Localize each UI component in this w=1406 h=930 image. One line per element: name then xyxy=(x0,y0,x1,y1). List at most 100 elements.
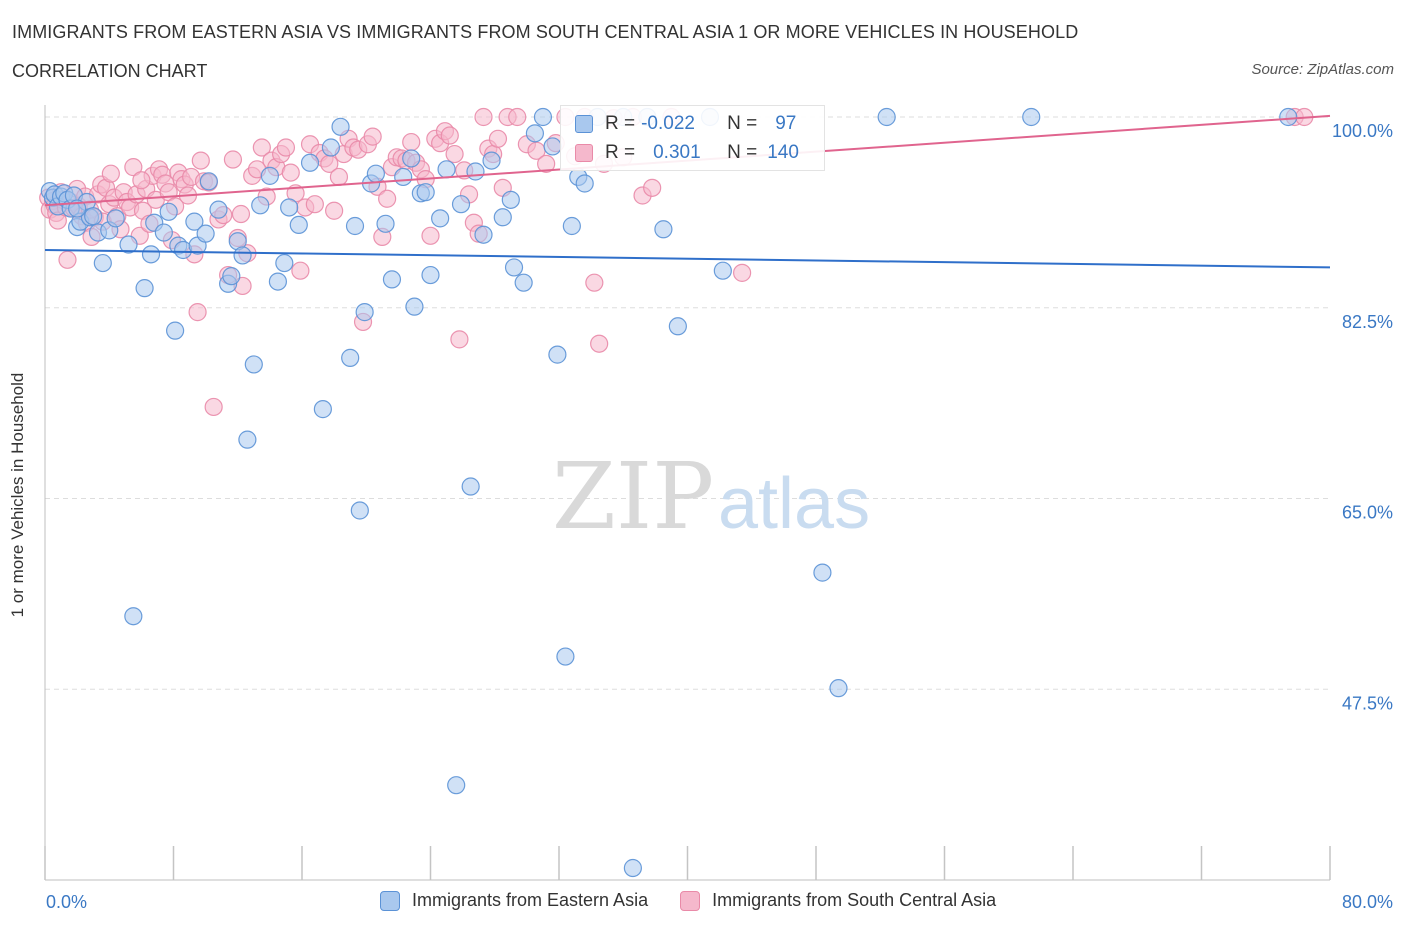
legend-item-eastern-asia[interactable]: Immigrants from Eastern Asia xyxy=(380,890,648,911)
blue-point xyxy=(402,149,421,168)
pink-point xyxy=(58,250,77,269)
blue-point xyxy=(447,776,466,795)
blue-point xyxy=(260,166,279,185)
blue-point xyxy=(556,647,575,666)
blue-point xyxy=(829,679,848,698)
pink-point xyxy=(508,107,527,127)
blue-point xyxy=(124,607,143,626)
pink-point xyxy=(305,195,324,214)
blue-point xyxy=(209,200,228,219)
blue-point xyxy=(185,212,204,231)
blue-point xyxy=(575,174,594,193)
blue-point xyxy=(366,164,385,183)
blue-point xyxy=(382,270,402,289)
watermark-atlas: atlas xyxy=(718,464,870,544)
pink-point xyxy=(733,263,752,282)
blue-point xyxy=(394,167,413,187)
blue-point xyxy=(321,138,341,157)
y-tick-label-1: 82.5% xyxy=(1342,312,1393,332)
blue-point xyxy=(275,253,294,273)
blue-point xyxy=(668,317,687,336)
blue-point xyxy=(461,477,480,496)
blue-point xyxy=(159,202,178,221)
legend-item-south-central-asia[interactable]: Immigrants from South Central Asia xyxy=(680,890,996,911)
blue-point xyxy=(341,348,360,367)
source-label: Source: ZipAtlas.com xyxy=(1251,61,1394,78)
blue-point xyxy=(300,153,320,172)
blue-point xyxy=(355,303,374,322)
stats-n-label: N = xyxy=(727,113,758,134)
stats-row-blue: R = -0.022 N = 97 xyxy=(575,111,796,137)
blue-point xyxy=(222,267,241,286)
pink-point xyxy=(590,334,609,353)
blue-point xyxy=(431,209,450,228)
pink-point xyxy=(474,107,493,127)
blue-point xyxy=(289,215,308,235)
blue-point xyxy=(244,355,263,374)
blue-point xyxy=(350,501,369,520)
pink-point xyxy=(252,138,271,157)
pink-point xyxy=(276,138,296,157)
watermark-zip: ZIP xyxy=(552,443,714,550)
blue-point xyxy=(877,107,896,127)
stats-r-value-pink: 0.301 xyxy=(653,142,701,163)
legend: Immigrants from Eastern Asia Immigrants … xyxy=(380,890,1028,911)
watermark: ZIP atlas xyxy=(552,443,870,550)
blue-point xyxy=(421,265,440,285)
blue-point xyxy=(548,345,567,364)
pink-point xyxy=(291,261,310,280)
legend-swatch-pink xyxy=(680,890,701,911)
y-tick-label-2: 65.0% xyxy=(1342,503,1393,523)
x-tick-min: 0.0% xyxy=(46,892,88,912)
blue-point xyxy=(313,400,332,419)
blue-point xyxy=(1022,107,1041,127)
blue-point xyxy=(474,225,493,244)
blue-point xyxy=(166,321,185,340)
blue-point xyxy=(268,272,288,291)
stats-n-label: N = xyxy=(727,142,758,163)
blue-point xyxy=(1279,107,1298,127)
stats-r-value-blue: -0.022 xyxy=(641,113,695,134)
pink-point xyxy=(585,273,604,292)
legend-label-eastern-asia: Immigrants from Eastern Asia xyxy=(412,890,649,910)
stats-box: R = -0.022 N = 97 R = 0.301 N = 140 xyxy=(560,105,825,171)
blue-point xyxy=(135,279,154,298)
blue-point xyxy=(233,246,252,265)
blue-point xyxy=(543,137,562,156)
pink-point xyxy=(325,201,344,220)
legend-swatch-blue xyxy=(380,890,400,911)
blue-point xyxy=(331,117,350,136)
blue-point xyxy=(623,858,642,878)
pink-point xyxy=(204,397,223,417)
stats-n-value-blue: 97 xyxy=(775,113,797,134)
blue-point xyxy=(251,196,270,215)
y-axis-label: 1 or more Vehicles in Household xyxy=(8,372,27,618)
pink-point xyxy=(537,154,556,173)
pink-point xyxy=(124,158,143,177)
pink-point xyxy=(363,127,382,146)
pink-point xyxy=(643,178,662,197)
y-tick-label-3: 47.5% xyxy=(1342,693,1393,713)
gridlines xyxy=(45,116,1330,690)
stats-n-value-pink: 140 xyxy=(767,142,799,163)
blue-point xyxy=(713,261,732,280)
pink-point xyxy=(191,151,210,170)
blue-point xyxy=(813,563,832,582)
pink-point xyxy=(329,167,349,187)
blue-point xyxy=(345,216,365,236)
pink-point xyxy=(231,204,251,224)
pink-point xyxy=(488,129,508,148)
y-tick-label-0: 100.0% xyxy=(1332,121,1393,141)
pink-point xyxy=(223,150,243,169)
pink-point xyxy=(450,330,469,349)
trend-line-eastern-asia xyxy=(44,248,1331,269)
blue-point xyxy=(238,430,257,449)
pink-point xyxy=(188,303,207,322)
pink-point xyxy=(440,126,459,145)
pink-point xyxy=(445,144,464,164)
pink-point xyxy=(281,163,300,182)
blue-point xyxy=(437,160,456,179)
blue-point xyxy=(482,151,501,170)
axes xyxy=(44,105,1331,881)
stats-row-pink: R = 0.301 N = 140 xyxy=(575,140,799,166)
